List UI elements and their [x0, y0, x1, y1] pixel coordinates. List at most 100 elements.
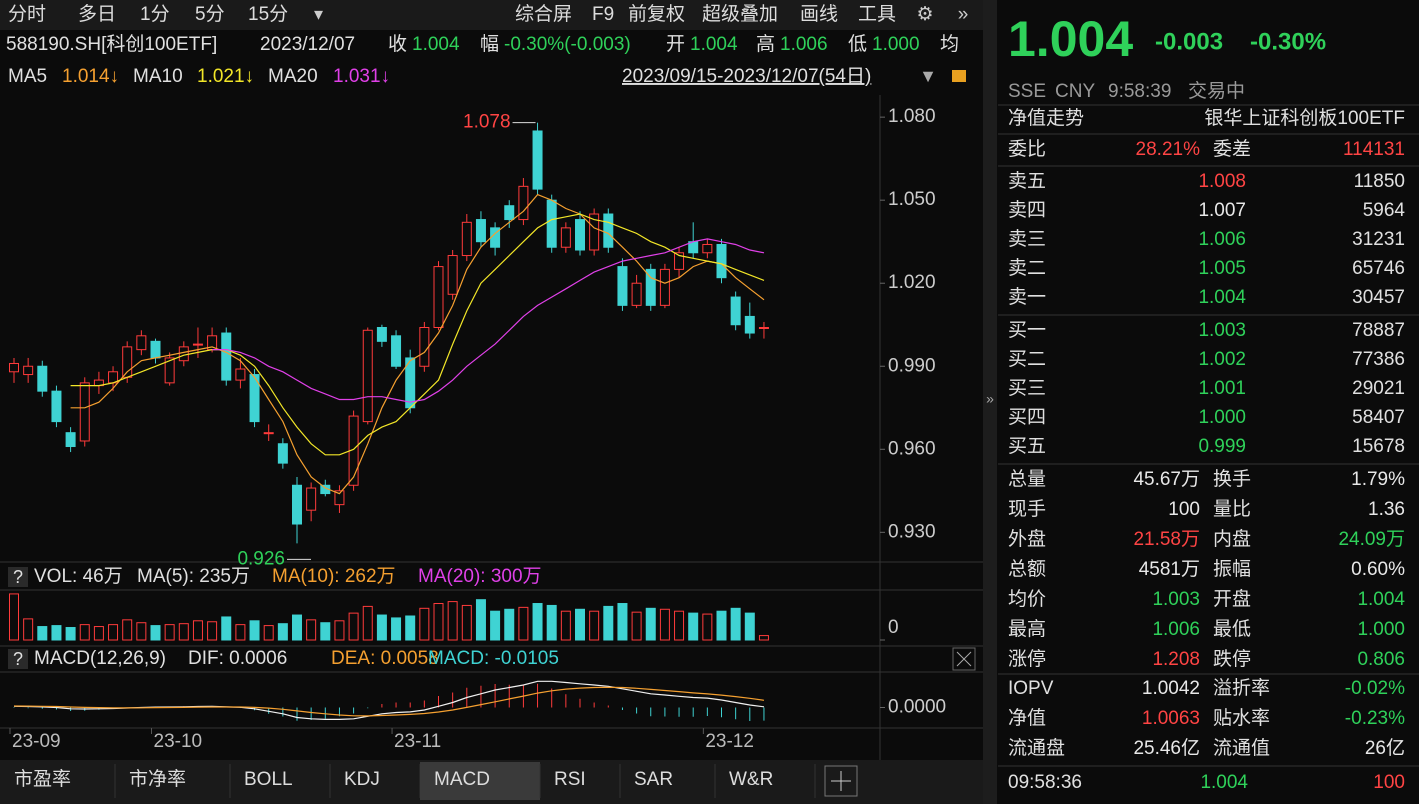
quote-field: 开 [666, 34, 685, 55]
book-volume: 78887 [1352, 320, 1405, 341]
quote-info: CNY [1055, 81, 1095, 102]
candle-body [716, 243, 727, 279]
book-volume: 15678 [1352, 436, 1405, 457]
help-icon[interactable] [8, 649, 28, 669]
date-range[interactable]: 2023/09/15-2023/12/07(54日) [622, 66, 871, 87]
quote-info: SSE [1008, 81, 1046, 102]
range-dropdown[interactable]: ▼ [919, 66, 937, 86]
indicator-tab[interactable]: W&R [729, 769, 773, 790]
period-button[interactable]: 15分 [248, 3, 288, 25]
volume-bar [51, 625, 62, 641]
book-price: 1.004 [1198, 287, 1246, 308]
volume-bar [744, 612, 755, 641]
stat-label: 贴水率 [1213, 707, 1270, 729]
stat-value: -0.23% [1345, 708, 1405, 729]
book-label: 买二 [1008, 349, 1046, 370]
volume-bar [221, 616, 232, 641]
close-button[interactable] [952, 647, 976, 671]
indicator-tab[interactable]: SAR [634, 769, 673, 790]
book-label: 买四 [1008, 407, 1046, 428]
volume-bar [490, 610, 501, 641]
candle-body [504, 205, 515, 221]
volume-bar [631, 611, 642, 641]
indicator-tab[interactable]: 市净率 [129, 768, 186, 790]
stat-label: 流通盘 [1008, 737, 1065, 759]
indicator-tab[interactable]: BOLL [244, 769, 293, 790]
volume-bar [419, 607, 430, 641]
volume-bar [320, 622, 331, 641]
book-label: 卖五 [1008, 170, 1046, 192]
add-tab[interactable] [824, 765, 858, 797]
y-tick-label: 1.080 [888, 106, 936, 127]
more-icon[interactable]: » [958, 4, 969, 25]
dropdown-icon[interactable]: ▾ [314, 4, 323, 24]
lock-icon[interactable] [952, 70, 966, 82]
splitter[interactable] [983, 0, 997, 804]
indicator-tab[interactable]: KDJ [344, 769, 380, 790]
candle-body [23, 365, 34, 376]
candle-body [589, 213, 600, 251]
volume-bar [447, 601, 458, 641]
x-tick-label: 23-12 [705, 731, 754, 752]
x-tick-label: 23-09 [12, 731, 61, 752]
x-tick-label: 23-11 [394, 731, 441, 752]
quote-field: 1.000 [872, 34, 920, 55]
stat-value: -0.02% [1345, 678, 1405, 699]
indicator-tab[interactable]: 市盈率 [14, 768, 71, 790]
period-button[interactable]: 5分 [195, 3, 225, 25]
collapse-arrow[interactable]: » [986, 391, 994, 407]
x-tick-label: 23-10 [154, 731, 203, 752]
volume-legend: VOL: 46万 [34, 566, 123, 587]
period-button[interactable]: 1分 [140, 3, 170, 25]
candle-body [164, 357, 175, 384]
quote-field: -0.30%(-0.003) [504, 34, 631, 55]
indicator-tab[interactable]: MACD [434, 769, 490, 790]
tool-button[interactable]: F9 [592, 4, 614, 25]
tool-button[interactable]: 画线 [800, 3, 838, 25]
candle-body [546, 199, 557, 248]
y-tick-label: 0.990 [888, 355, 936, 376]
candle-body [65, 432, 76, 448]
ma-line [212, 238, 765, 403]
candle-body [136, 335, 147, 351]
stat-value: 1.0063 [1142, 708, 1200, 729]
settings-icon[interactable]: ⚙ [916, 4, 933, 25]
stat-value: 21.58万 [1133, 529, 1200, 550]
stat-label: 涨停 [1008, 648, 1046, 670]
trade-volume: 100 [1373, 772, 1405, 793]
volume-bar [560, 610, 571, 641]
tool-button[interactable]: 超级叠加 [702, 3, 778, 25]
candle-body [419, 327, 430, 367]
tool-button[interactable]: 综合屏 [515, 3, 572, 25]
candle-body [617, 266, 628, 306]
volume-bar [37, 626, 48, 641]
candle-body [758, 327, 769, 329]
volume-bar [645, 607, 656, 641]
quote-field: 2023/12/07 [260, 34, 355, 55]
volume-bar [758, 635, 769, 641]
help-icon-text: ? [13, 567, 23, 587]
quote-field: 高 [756, 33, 775, 55]
quote-info: 交易中 [1188, 80, 1245, 102]
period-button[interactable]: 多日 [78, 3, 116, 25]
candle-body [575, 219, 585, 251]
indicator-tab[interactable]: RSI [554, 769, 586, 790]
candle-body [150, 340, 161, 359]
tool-button[interactable]: 前复权 [628, 3, 685, 25]
candle-body [391, 335, 402, 367]
stat-value: 1.004 [1357, 589, 1405, 610]
book-label: 买一 [1008, 320, 1046, 341]
book-label: 卖二 [1008, 257, 1046, 279]
help-icon-text: ? [13, 649, 23, 669]
stat-label: 总量 [1008, 468, 1046, 490]
help-icon[interactable] [8, 567, 28, 587]
nav-title[interactable]: 净值走势 [1008, 107, 1084, 129]
volume-bar [575, 608, 585, 641]
volume-legend: MA(20): 300万 [418, 566, 542, 587]
period-button[interactable]: 分时 [8, 3, 46, 25]
book-volume: 30457 [1352, 287, 1405, 308]
tool-button[interactable]: 工具 [858, 4, 896, 25]
stat-label: 流通值 [1213, 737, 1270, 759]
volume-bar [518, 606, 529, 641]
